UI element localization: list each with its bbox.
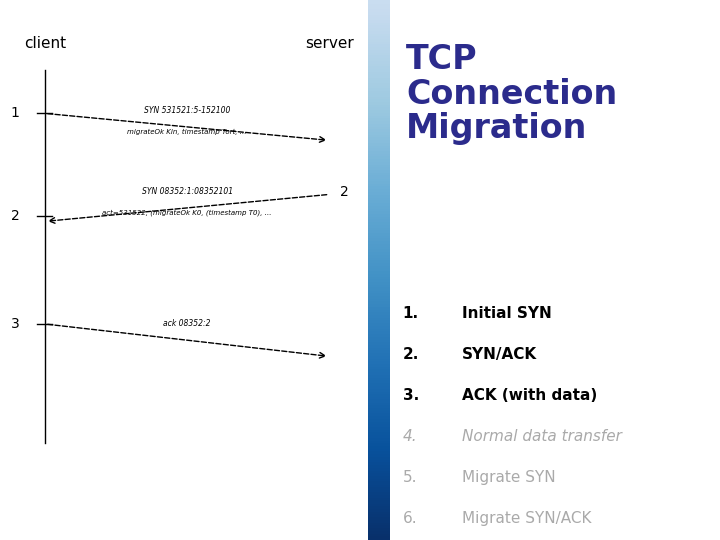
Text: SYN 531521:5-152100: SYN 531521:5-152100 (144, 106, 230, 115)
Text: Normal data transfer: Normal data transfer (462, 429, 622, 444)
Text: TCP
Connection
Migration: TCP Connection Migration (406, 43, 617, 145)
Text: 2: 2 (340, 185, 348, 199)
Text: migrateOk Kin, timestamp Tort, ...: migrateOk Kin, timestamp Tort, ... (127, 129, 247, 134)
Text: 3: 3 (11, 317, 19, 331)
Text: client: client (24, 36, 66, 51)
Text: 4.: 4. (402, 429, 418, 444)
Text: ACK (with data): ACK (with data) (462, 388, 598, 403)
Text: 6.: 6. (402, 511, 418, 526)
Text: ack 08352:2: ack 08352:2 (163, 319, 211, 328)
Text: SYN 08352:1:08352101: SYN 08352:1:08352101 (142, 187, 233, 196)
Text: 1.: 1. (402, 306, 419, 321)
Text: 3.: 3. (402, 388, 419, 403)
Text: 5.: 5. (402, 470, 417, 485)
Text: 1: 1 (11, 106, 19, 120)
Text: server: server (305, 36, 354, 51)
Text: 2: 2 (11, 209, 19, 223)
Text: act=531522, (migrateOk K0, (timestamp T0), ...: act=531522, (migrateOk K0, (timestamp T0… (102, 210, 272, 216)
Text: Initial SYN: Initial SYN (462, 306, 552, 321)
Text: 2.: 2. (402, 347, 419, 362)
Text: Migrate SYN/ACK: Migrate SYN/ACK (462, 511, 592, 526)
Text: Migrate SYN: Migrate SYN (462, 470, 556, 485)
Text: SYN/ACK: SYN/ACK (462, 347, 537, 362)
